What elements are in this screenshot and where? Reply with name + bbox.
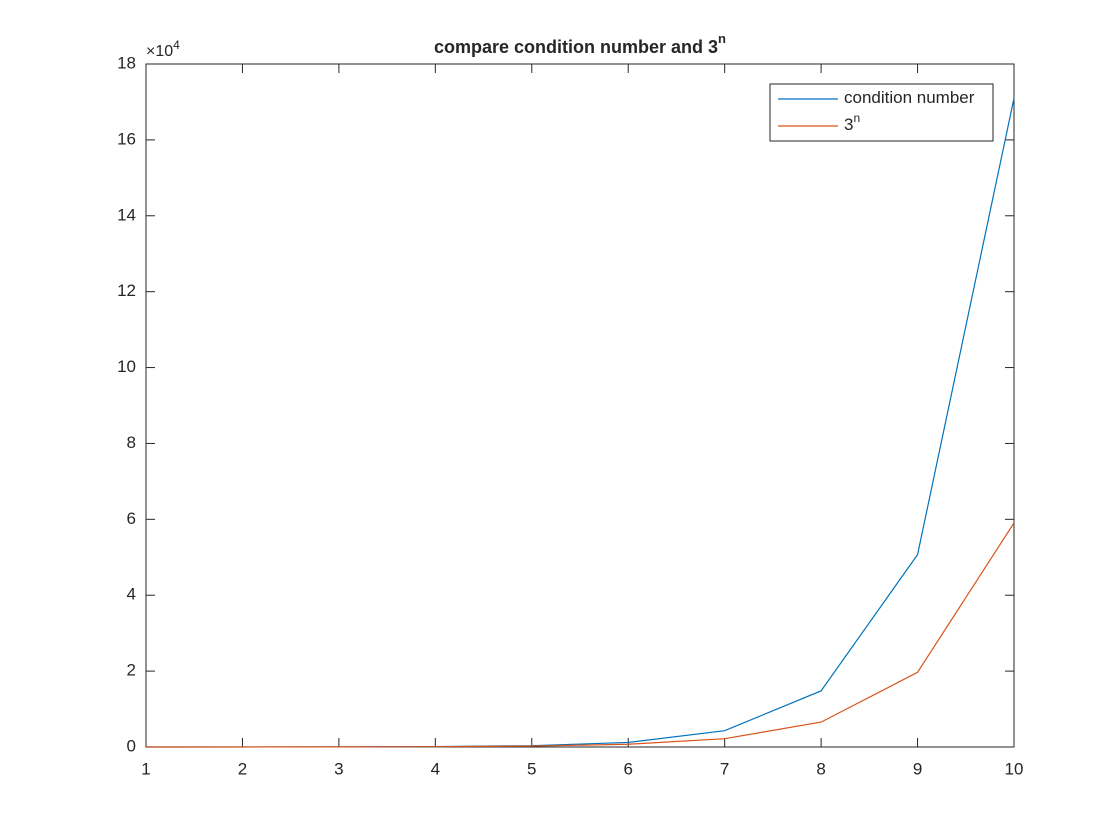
title-text: compare condition number and 3	[434, 37, 718, 57]
y-tick-label: 12	[117, 281, 136, 300]
legend-label: 3n	[844, 111, 860, 134]
x-tick-label: 2	[238, 759, 247, 778]
line-series	[145, 522, 1015, 748]
plot-area	[145, 63, 1015, 748]
chart-title: compare condition number and 3n	[434, 31, 726, 56]
y-tick-label: 2	[127, 661, 136, 680]
x-tick-label: 4	[431, 759, 440, 778]
y-multiplier-base: ×10	[146, 43, 173, 60]
title-superscript: n	[718, 31, 726, 46]
y-tick-label: 8	[127, 433, 136, 452]
x-tick-label: 6	[623, 759, 632, 778]
y-tick-label: 6	[127, 509, 136, 528]
x-tick-label: 3	[334, 759, 343, 778]
x-tick-label: 9	[913, 759, 922, 778]
y-tick-label: 4	[127, 585, 136, 604]
x-tick-label: 10	[1005, 759, 1024, 778]
legend-text: condition number	[844, 88, 975, 107]
legend-text: 3	[844, 115, 853, 134]
legend-box	[769, 83, 994, 142]
y-multiplier-exponent: 4	[173, 38, 180, 52]
y-tick-label: 0	[127, 736, 136, 755]
x-tick-label: 7	[720, 759, 729, 778]
y-tick-label: 18	[117, 53, 136, 72]
y-tick-label: 10	[117, 357, 136, 376]
x-tick-label: 1	[141, 759, 150, 778]
x-tick-label: 8	[816, 759, 825, 778]
y-tick-label: 14	[117, 205, 136, 224]
x-tick-label: 5	[527, 759, 536, 778]
y-tick-label: 16	[117, 129, 136, 148]
legend-superscript: n	[853, 111, 860, 125]
y-multiplier: ×104	[146, 38, 180, 60]
legend-label: condition number	[844, 88, 975, 107]
